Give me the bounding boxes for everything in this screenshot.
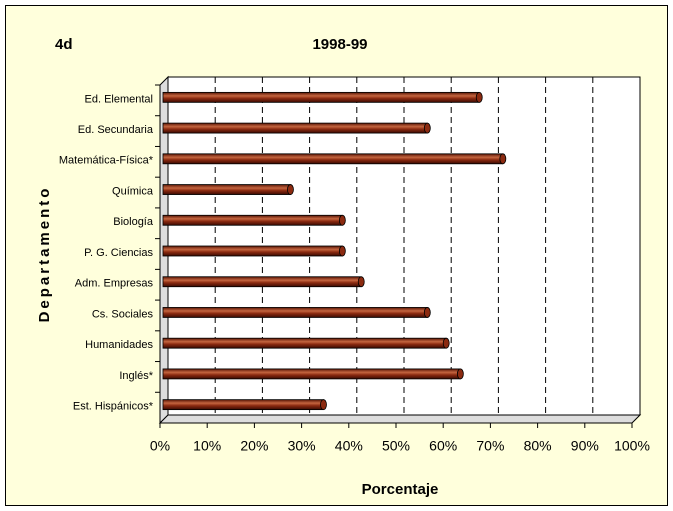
y-tick-label: Química bbox=[112, 185, 154, 197]
x-tick-label: 80% bbox=[524, 438, 552, 454]
bar bbox=[162, 368, 461, 380]
bar-cap bbox=[423, 122, 431, 134]
x-tick-label: 20% bbox=[240, 438, 268, 454]
bar bbox=[162, 276, 362, 288]
x-tick-label: 60% bbox=[429, 438, 457, 454]
x-tick-label: 0% bbox=[150, 438, 170, 454]
bar-cap bbox=[499, 153, 507, 165]
y-tick-label: Ed. Secundaria bbox=[78, 124, 154, 136]
bar bbox=[162, 122, 428, 134]
x-tick-label: 10% bbox=[193, 438, 221, 454]
bar bbox=[162, 337, 447, 349]
bar bbox=[162, 184, 291, 195]
y-tick-label: Inglés* bbox=[119, 370, 153, 382]
bar bbox=[162, 307, 428, 318]
y-tick-label: Cs. Sociales bbox=[92, 308, 154, 320]
bar-cap bbox=[442, 337, 450, 349]
y-tick-label: P. G. Ciencias bbox=[84, 247, 153, 259]
bar-cap bbox=[320, 399, 327, 411]
y-tick-label: Matemática-Física* bbox=[59, 155, 154, 167]
y-tick-label: Ed. Elemental bbox=[85, 93, 153, 105]
bar bbox=[162, 153, 504, 165]
bar-cap bbox=[338, 245, 346, 257]
x-tick-label: 70% bbox=[476, 438, 504, 454]
bar bbox=[162, 399, 324, 411]
y-tick-label: Humanidades bbox=[85, 339, 153, 351]
x-tick-label: 100% bbox=[614, 438, 650, 454]
bar-cap bbox=[475, 91, 483, 103]
x-tick-label: 40% bbox=[335, 438, 363, 454]
x-tick-label: 90% bbox=[571, 438, 599, 454]
x-axis-title: Porcentaje bbox=[362, 481, 439, 498]
x-tick-label: 50% bbox=[382, 438, 410, 454]
x-tick-label: 30% bbox=[288, 438, 316, 454]
y-axis-title: Departamento bbox=[36, 186, 53, 323]
bar-cap bbox=[423, 307, 431, 318]
bar-cap bbox=[287, 184, 294, 195]
chart-title: 1998-99 bbox=[312, 36, 367, 53]
plot-floor bbox=[158, 414, 642, 424]
y-tick-label: Biología bbox=[113, 216, 154, 228]
y-tick-label: Adm. Empresas bbox=[75, 278, 154, 290]
bar-cap bbox=[357, 276, 365, 288]
y-tick-label: Est. Hispánicos* bbox=[73, 401, 154, 413]
bar-cap bbox=[338, 214, 346, 226]
bar bbox=[162, 91, 480, 103]
bar bbox=[162, 214, 343, 226]
chart-label: 4d bbox=[55, 36, 73, 53]
bar bbox=[162, 245, 343, 257]
bar-cap bbox=[456, 368, 464, 380]
